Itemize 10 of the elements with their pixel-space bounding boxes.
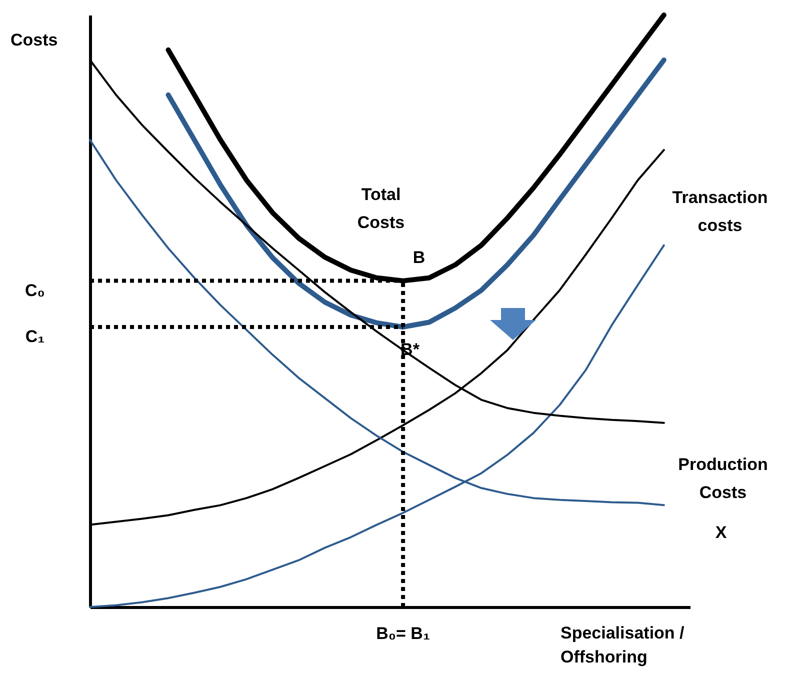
ref-line-label: C₀ bbox=[25, 280, 45, 300]
x-axis-title: Specialisation / Offshoring bbox=[560, 624, 685, 666]
text: X bbox=[715, 523, 728, 542]
annotation: Total Costs bbox=[357, 185, 405, 232]
annotation: B bbox=[412, 248, 426, 267]
annotation: Transaction costs bbox=[672, 188, 768, 235]
annotation: Production Costs bbox=[678, 455, 768, 502]
text: B₀= B₁ bbox=[376, 624, 430, 643]
y-axis-title: Costs bbox=[10, 30, 58, 50]
ref-line-label: C₁ bbox=[25, 326, 45, 346]
